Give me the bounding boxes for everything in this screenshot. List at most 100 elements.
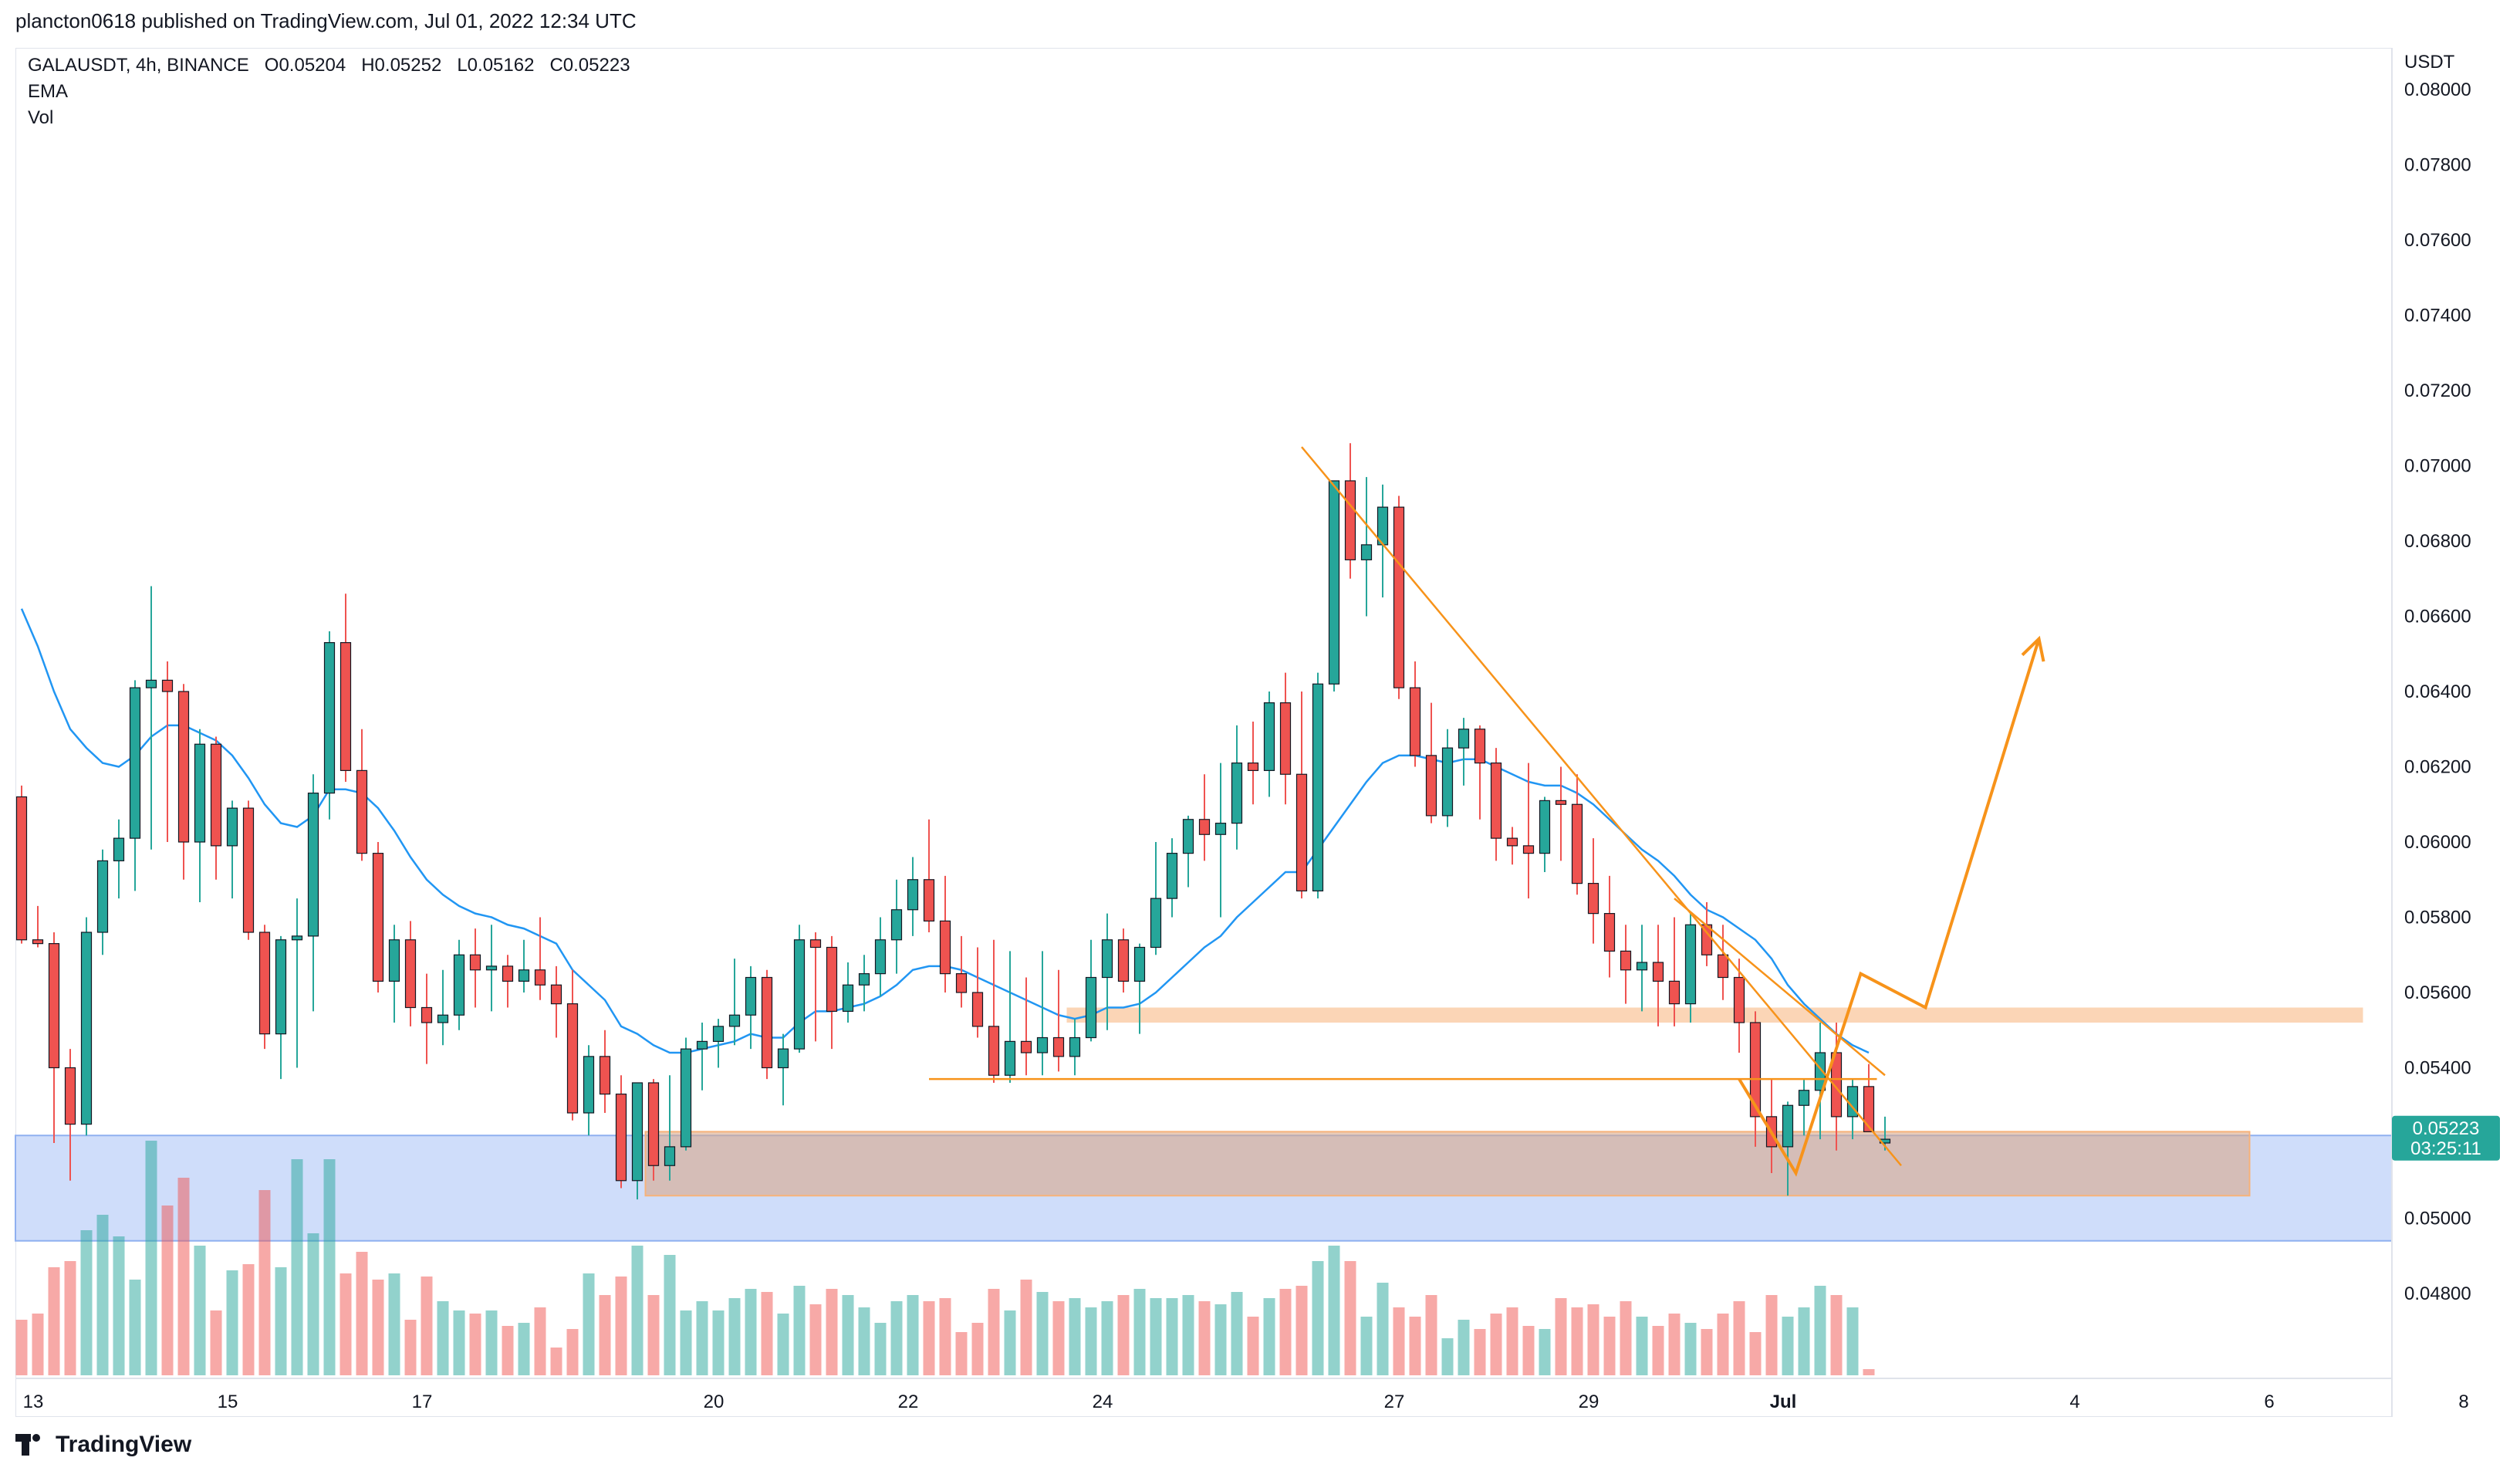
candle-body	[518, 969, 530, 982]
candle	[550, 965, 562, 1038]
volume-bar	[1360, 1317, 1373, 1375]
candle-body	[809, 939, 822, 949]
volume-bar	[113, 1236, 125, 1375]
volume-bar	[1377, 1283, 1389, 1375]
candle	[1198, 774, 1211, 861]
tradingview-logo-icon	[15, 1434, 49, 1456]
legend-vol[interactable]: Vol	[28, 107, 54, 128]
candle	[1522, 763, 1535, 899]
candle-body	[1458, 729, 1470, 749]
candle-body	[647, 1082, 660, 1166]
candle	[1377, 484, 1389, 598]
volume-bar	[988, 1289, 1000, 1375]
candle-body	[1539, 800, 1551, 854]
legend-ema[interactable]: EMA	[28, 81, 69, 102]
candle-body	[631, 1082, 644, 1182]
candle	[275, 935, 287, 1080]
tradingview-footer[interactable]: TradingView	[15, 1429, 191, 1460]
volume-bar	[1166, 1298, 1178, 1375]
volume-bar	[1231, 1292, 1243, 1375]
candle-body	[923, 879, 935, 921]
candle	[177, 684, 190, 880]
candle-body	[64, 1067, 76, 1125]
candle	[1231, 725, 1243, 850]
candle	[1441, 729, 1454, 827]
candle-body	[1036, 1036, 1049, 1053]
candle-body	[356, 769, 368, 854]
candle-body	[1247, 763, 1259, 771]
publish-header: plancton0618 published on TradingView.co…	[15, 9, 637, 32]
candle	[323, 631, 336, 820]
candle	[469, 928, 481, 1008]
candle	[242, 800, 255, 940]
legend-low: L0.05162	[457, 55, 535, 76]
candle-body	[1020, 1040, 1032, 1053]
zone-brown-demand[interactable]	[644, 1131, 2251, 1197]
candle-body	[32, 939, 44, 945]
volume-bar	[1782, 1317, 1794, 1375]
volume-bar	[518, 1323, 530, 1375]
volume-bar	[1085, 1307, 1097, 1375]
candle-body	[988, 1026, 1000, 1076]
volume-bar	[890, 1301, 903, 1375]
candle-body	[502, 965, 514, 982]
legend-symbol[interactable]: GALAUSDT, 4h, BINANCE	[28, 55, 249, 76]
candle	[971, 947, 984, 1038]
volume-bar	[1571, 1307, 1583, 1375]
candle-body	[1717, 954, 1729, 979]
volume-bar	[1701, 1329, 1713, 1375]
candle	[534, 917, 546, 1000]
price-tick-label: 0.05600	[2404, 982, 2471, 1003]
volume-bar	[1506, 1307, 1518, 1375]
candle-body	[307, 793, 319, 937]
candle-body	[1587, 883, 1599, 915]
candle-body	[1360, 544, 1373, 560]
candle	[1620, 925, 1632, 1004]
time-tick-label: 13	[23, 1392, 44, 1412]
candle-body	[1749, 1022, 1762, 1118]
candle	[1295, 692, 1308, 899]
candle-body	[566, 1003, 579, 1114]
time-tick-label: 20	[704, 1392, 725, 1412]
time-tick-label: 15	[218, 1392, 238, 1412]
candle-body	[680, 1048, 692, 1148]
volume-bar	[1458, 1320, 1470, 1375]
candle	[1490, 748, 1502, 861]
candle-body	[437, 1014, 449, 1023]
zone-orange-resistance[interactable]	[1066, 1007, 2363, 1023]
trendline-lower[interactable]	[1674, 898, 1886, 1077]
candle-body	[291, 935, 303, 941]
volume-bar	[1393, 1307, 1405, 1375]
projection-arrow[interactable]	[1738, 638, 2041, 1177]
time-tick-label: 4	[2069, 1392, 2079, 1412]
candle-body	[1425, 755, 1437, 817]
candle-body	[1263, 702, 1275, 771]
candle	[777, 1033, 789, 1106]
candle	[1150, 842, 1162, 955]
candle-body	[1555, 800, 1567, 805]
candle-body	[728, 1014, 741, 1027]
volume-bar	[339, 1273, 352, 1375]
candle	[1733, 959, 1745, 1053]
candle-body	[534, 969, 546, 986]
volume-bar	[826, 1289, 838, 1375]
candle-body	[615, 1094, 627, 1182]
candle-body	[242, 807, 255, 933]
candle	[826, 935, 838, 1050]
candle-body	[745, 976, 757, 1016]
candle	[1328, 480, 1340, 692]
volume-bar	[129, 1280, 141, 1375]
candle-body	[1798, 1090, 1810, 1106]
candle	[1782, 1101, 1794, 1196]
time-tick-label: 24	[1093, 1392, 1113, 1412]
candle-body	[469, 954, 481, 971]
candle	[291, 898, 303, 1068]
candle-body	[1393, 506, 1405, 688]
legend-open: O0.05204	[264, 55, 346, 76]
candle	[939, 875, 951, 993]
trendline-upper[interactable]	[1301, 446, 1902, 1167]
candle	[1846, 1079, 1859, 1140]
candle-body	[761, 976, 773, 1069]
countdown-label: 03:25:11	[2410, 1138, 2481, 1159]
